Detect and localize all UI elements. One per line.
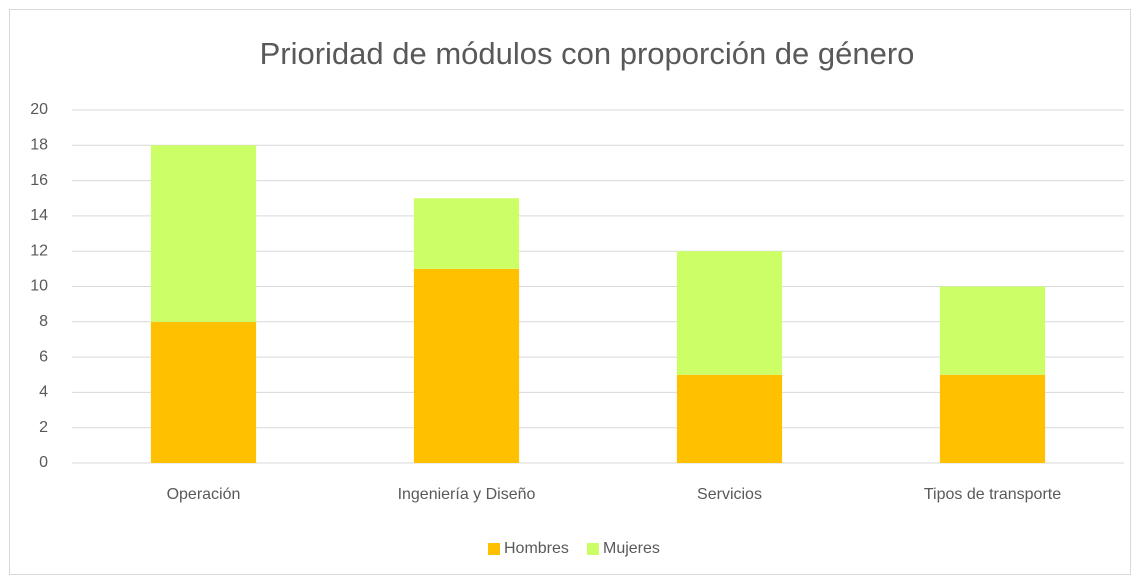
legend-label: Hombres <box>504 540 569 557</box>
y-tick-label: 14 <box>30 207 48 224</box>
y-tick-label: 18 <box>30 137 48 154</box>
legend-label: Mujeres <box>603 540 660 557</box>
legend-swatch <box>587 543 599 555</box>
legend-swatch <box>488 543 500 555</box>
bar-segment <box>939 374 1046 463</box>
x-tick-label: Ingeniería y Diseño <box>398 486 536 503</box>
bar-segment <box>676 251 783 375</box>
y-tick-label: 0 <box>39 454 48 471</box>
x-tick-label: Tipos de transporte <box>924 486 1061 503</box>
x-tick-label: Operación <box>167 486 241 503</box>
bar-segment <box>413 268 520 463</box>
y-tick-label: 6 <box>39 348 48 365</box>
bar-segment <box>413 198 520 269</box>
bar-segment <box>150 145 257 322</box>
x-tick-label: Servicios <box>697 486 762 503</box>
y-tick-label: 10 <box>30 278 48 295</box>
y-tick-label: 4 <box>39 384 48 401</box>
y-tick-label: 2 <box>39 419 48 436</box>
y-tick-label: 20 <box>30 101 48 118</box>
chart-title: Prioridad de módulos con proporción de g… <box>260 36 915 71</box>
bar-segment <box>939 286 1046 375</box>
y-tick-label: 8 <box>39 313 48 330</box>
bar-segment <box>150 321 257 463</box>
y-tick-label: 16 <box>30 172 48 189</box>
y-tick-label: 12 <box>30 242 48 259</box>
bar-segment <box>676 374 783 463</box>
